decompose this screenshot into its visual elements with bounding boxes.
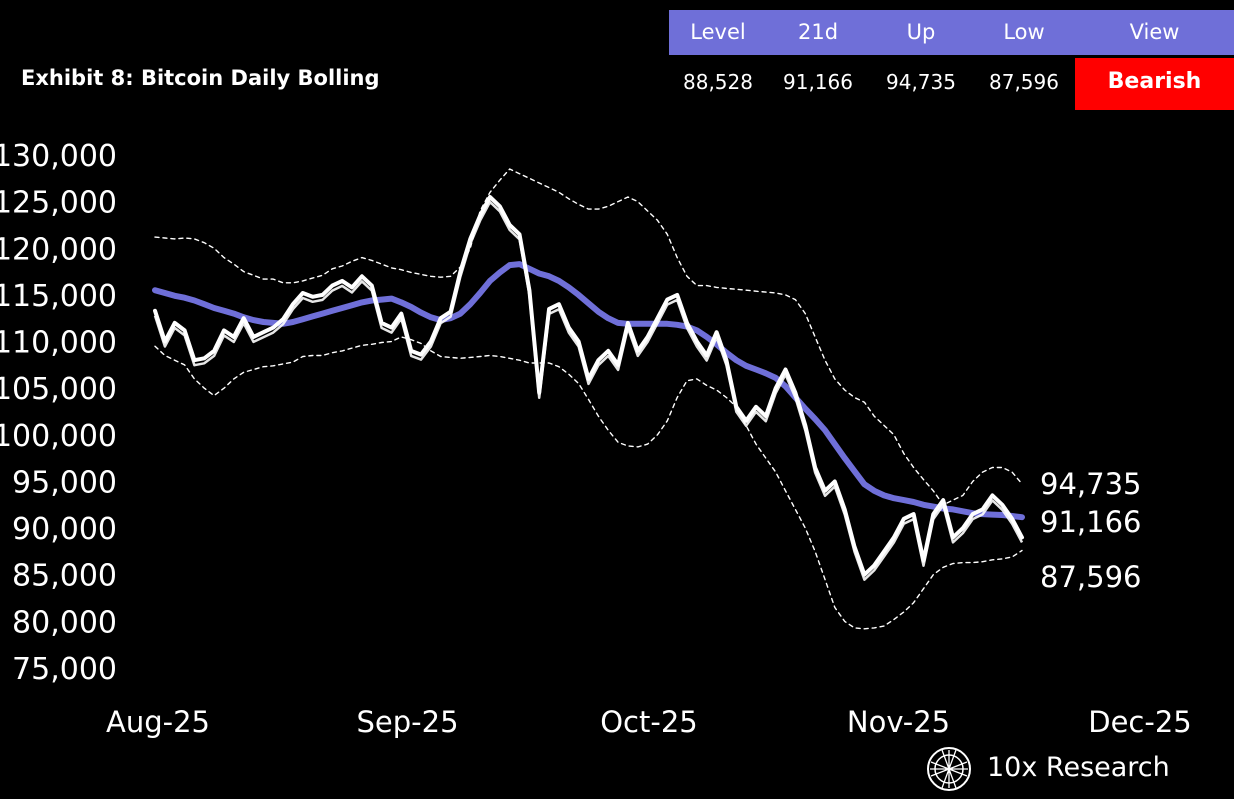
y-axis: 130,000 125,000 120,000 115,000 110,000 105,0… [0,139,117,687]
x-tick-label: Dec-25 [1088,705,1191,739]
series-layer [152,168,1025,630]
series-line-21d-mid-band [152,261,1025,521]
end-labels: 94,735 91,166 87,596 [1040,467,1141,594]
y-tick-label: 95,000 [12,465,117,500]
value-view-badge: Bearish [1075,58,1234,110]
summary-table-values: 88,528 91,166 94,735 87,596 Bearish [669,58,1234,110]
x-axis: Aug-25 Sep-25 Oct-25 Nov-25 Dec-25 [106,705,1192,739]
y-tick-label: 130,000 [0,139,117,174]
y-tick-label: 120,000 [0,232,117,267]
value-21d: 91,166 [783,70,853,94]
y-tick-label: 85,000 [12,559,117,594]
y-tick-label: 75,000 [12,652,117,687]
value-up: 94,735 [886,70,956,94]
value-level: 88,528 [683,70,753,94]
header-low: Low [1003,20,1045,44]
y-tick-label: 115,000 [0,279,117,314]
chart-title: Exhibit 8: Bitcoin Daily Bolling [21,66,380,90]
brand-logo-icon [927,747,971,791]
y-tick-label: 105,000 [0,372,117,407]
series-line-price-echo [153,200,1024,581]
header-view: View [1129,20,1180,44]
y-tick-label: 80,000 [12,605,117,640]
end-label: 87,596 [1040,560,1141,594]
y-tick-label: 90,000 [12,512,117,547]
summary-table-header: Level 21d Up Low View [669,10,1234,55]
brand: 10x Research [925,745,1215,793]
x-tick-label: Nov-25 [847,705,950,739]
header-level: Level [690,20,746,44]
header-up: Up [906,20,936,44]
value-low: 87,596 [989,70,1059,94]
series-line-lower-band [154,336,1023,630]
x-tick-label: Sep-25 [357,705,459,739]
series-line-upper-band [154,168,1023,506]
end-label: 94,735 [1040,467,1141,501]
y-tick-label: 125,000 [0,186,117,221]
y-tick-label: 110,000 [0,326,117,361]
end-label: 91,166 [1040,505,1141,539]
y-tick-label: 100,000 [0,419,117,454]
x-tick-label: Oct-25 [600,705,698,739]
brand-name: 10x Research [987,752,1170,783]
x-tick-label: Aug-25 [106,705,210,739]
header-21d: 21d [797,20,839,44]
series-line-price [153,195,1024,577]
